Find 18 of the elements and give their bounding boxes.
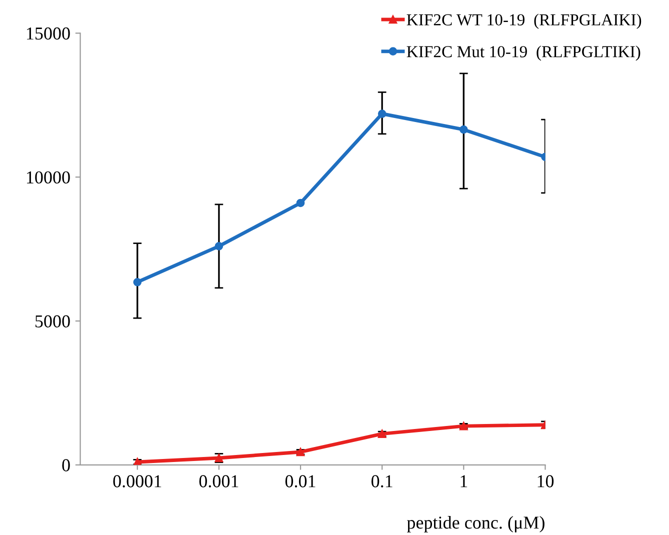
- x-axis-title: peptide conc. (μM): [406, 516, 544, 532]
- point: [214, 242, 224, 250]
- x-tick-label: 1: [460, 475, 468, 488]
- x-tick-label: 0.01: [285, 475, 316, 488]
- point: [459, 125, 468, 134]
- y-tick-label: 15000: [27, 27, 70, 40]
- y-tick-label: 0: [62, 459, 70, 472]
- point: [378, 110, 386, 118]
- legend-label: KIF2C WT 10-19 (RLFPGLAIKI): [406, 14, 642, 29]
- x-tick-label: 0.0001: [113, 475, 162, 488]
- y-tick-label: 10000: [27, 171, 70, 184]
- point: [296, 198, 305, 208]
- legend-label: KIF2C Mut 10-19 (RLFPGLTIKI): [406, 46, 640, 61]
- x-tick-label: 0.001: [199, 475, 238, 488]
- y-tick-label: 5000: [35, 315, 70, 328]
- x-tick-label: 10: [538, 475, 554, 488]
- x-tick-label: 0.1: [371, 475, 392, 488]
- point: [133, 278, 142, 286]
